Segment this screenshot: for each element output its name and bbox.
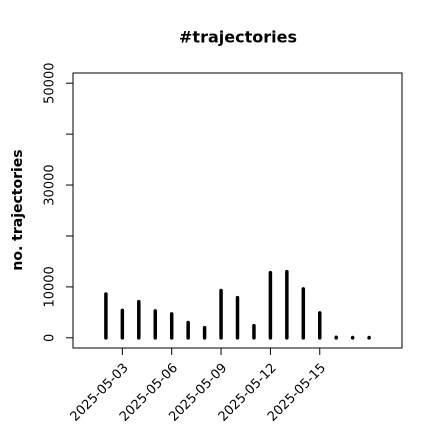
y-tick-label: 10000 (43, 266, 58, 307)
chart-title: #trajectories (179, 28, 297, 47)
y-axis-label: no. trajectories (10, 149, 26, 270)
y-tick-label: 30000 (43, 164, 58, 205)
y-tick-label: 50000 (43, 63, 58, 104)
y-tick-label: 0 (43, 334, 58, 342)
